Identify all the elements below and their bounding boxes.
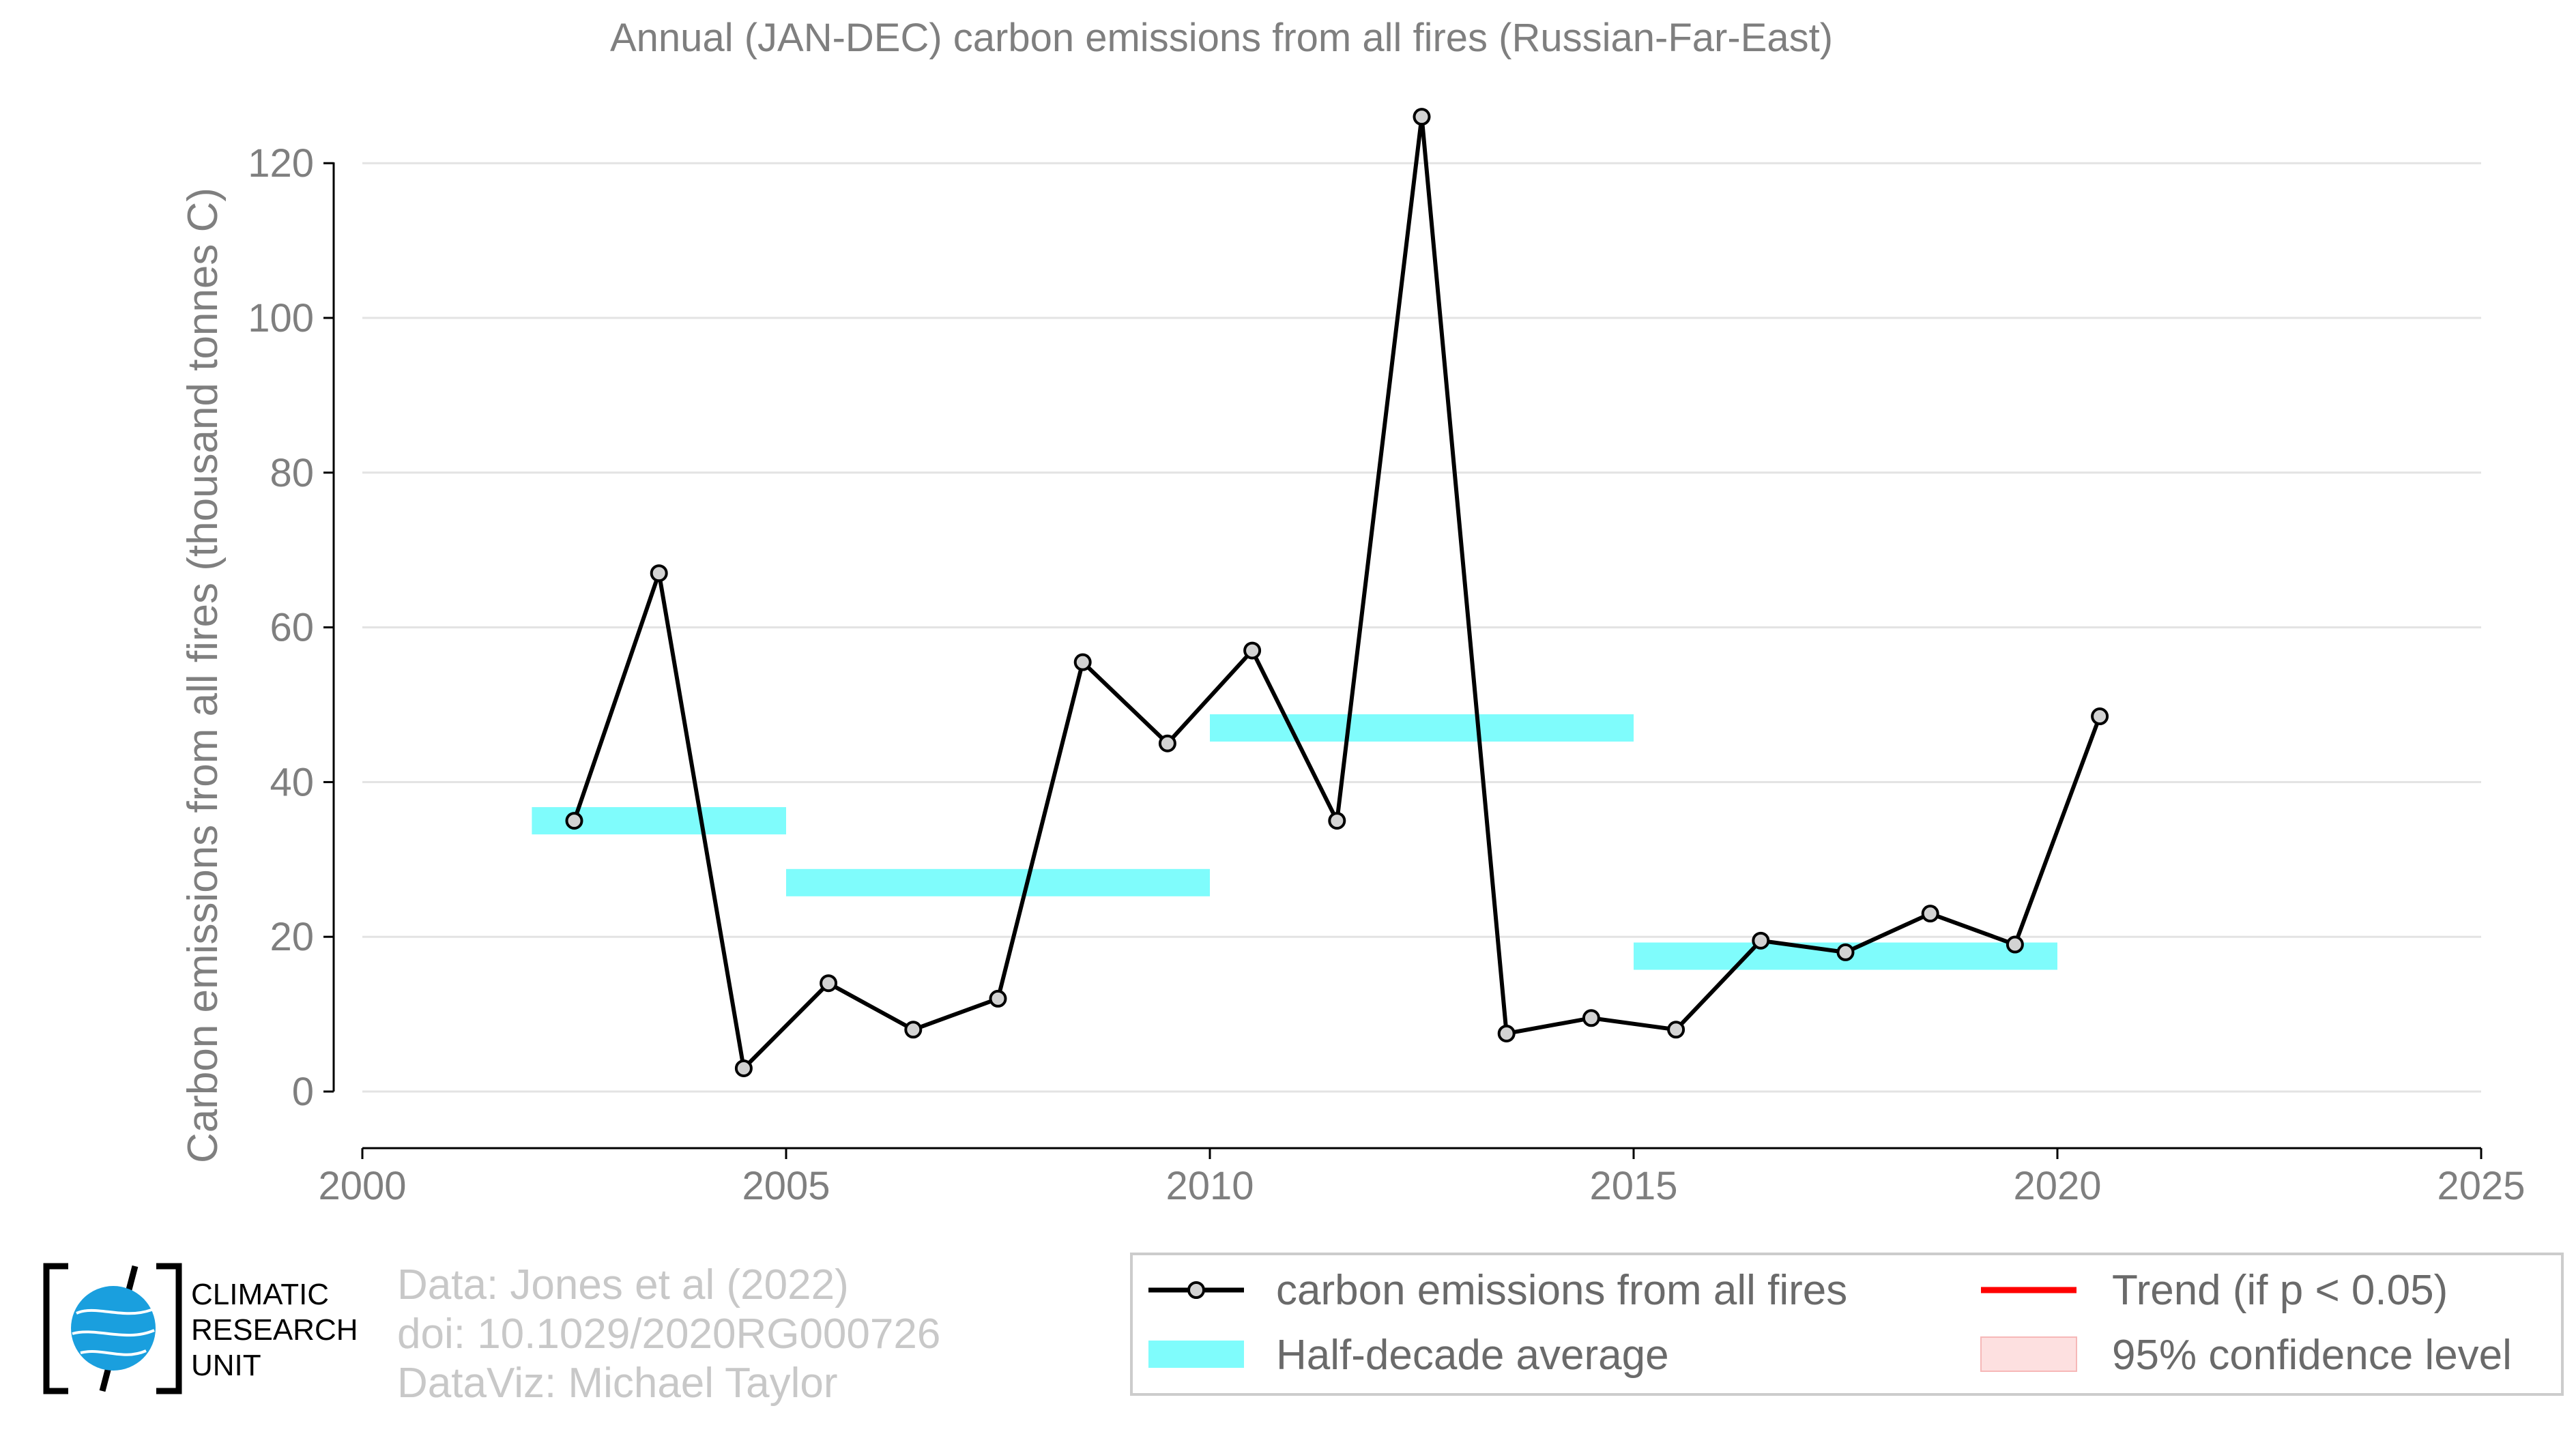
globe-waves xyxy=(72,1308,155,1356)
legend-label-average: Half-decade average xyxy=(1276,1332,1669,1379)
legend-label-confidence: 95% confidence level xyxy=(2112,1332,2512,1379)
x-axis: 2000 2005 2010 2015 2020 2025 xyxy=(318,1147,2526,1208)
x-tick-label: 2020 xyxy=(2013,1164,2101,1208)
x-tick-label: 2000 xyxy=(318,1164,406,1208)
legend: carbon emissions from all fires Trend (i… xyxy=(1130,1253,2564,1396)
data-point xyxy=(904,1021,923,1039)
logo-line-2: RESEARCH xyxy=(191,1313,358,1347)
y-axis: 0 20 40 60 80 100 120 xyxy=(248,141,335,1114)
legend-label-series: carbon emissions from all fires xyxy=(1276,1267,1847,1314)
logo-bracket-right xyxy=(156,1263,182,1394)
y-tick-label: 20 xyxy=(270,915,314,959)
gridlines xyxy=(362,162,2481,1093)
globe-icon xyxy=(71,1286,156,1371)
data-point xyxy=(1243,641,1262,660)
data-point xyxy=(1667,1021,1685,1039)
data-point xyxy=(1497,1024,1516,1042)
x-tick-label: 2015 xyxy=(1589,1164,1677,1208)
legend-marker-swatch xyxy=(1187,1281,1205,1299)
y-tick-label: 100 xyxy=(248,296,314,340)
legend-box xyxy=(1130,1253,2564,1396)
data-point xyxy=(2091,707,2109,726)
data-point xyxy=(1328,812,1346,830)
series-line xyxy=(572,115,2102,1070)
data-point xyxy=(1921,905,1939,923)
half-decade-band xyxy=(786,868,1210,896)
data-point xyxy=(1582,1009,1600,1027)
logo-line-3: UNIT xyxy=(191,1349,261,1382)
data-point xyxy=(1752,931,1770,950)
y-tick-label: 60 xyxy=(270,606,314,650)
data-point xyxy=(820,974,838,993)
chart-title: Annual (JAN-DEC) carbon emissions from a… xyxy=(610,16,1833,60)
data-credits: Data: Jones et al (2022) doi: 10.1029/20… xyxy=(397,1261,940,1407)
credit-data-source: Data: Jones et al (2022) xyxy=(397,1261,849,1308)
data-point xyxy=(565,812,583,830)
data-point xyxy=(650,564,668,583)
credit-dataviz: DataViz: Michael Taylor xyxy=(397,1360,838,1407)
data-point xyxy=(1413,108,1431,126)
data-point xyxy=(2006,935,2024,954)
logo-line-1: CLIMATIC xyxy=(191,1278,329,1311)
y-axis-label: Carbon emissions from all fires (thousan… xyxy=(179,188,227,1163)
emissions-series xyxy=(565,108,2109,1077)
legend-ci-swatch xyxy=(1980,1336,2077,1372)
data-point xyxy=(1073,653,1092,671)
logo-bracket-left xyxy=(43,1263,68,1394)
data-point xyxy=(1158,734,1176,752)
data-point xyxy=(734,1059,753,1077)
legend-label-trend: Trend (if p < 0.05) xyxy=(2112,1267,2448,1314)
x-tick-label: 2025 xyxy=(2437,1164,2525,1208)
data-point xyxy=(1836,943,1855,961)
y-tick-label: 120 xyxy=(248,141,314,186)
data-point xyxy=(989,989,1007,1008)
legend-band-swatch xyxy=(1148,1341,1244,1368)
y-tick-label: 80 xyxy=(270,451,314,495)
credit-doi: doi: 10.1029/2020RG000726 xyxy=(397,1311,940,1358)
x-tick-label: 2010 xyxy=(1166,1164,1254,1208)
x-tick-label: 2005 xyxy=(742,1164,830,1208)
half-decade-band xyxy=(1210,714,1634,742)
y-tick-label: 0 xyxy=(292,1070,314,1114)
cru-logo: CLIMATIC RESEARCH UNIT xyxy=(43,1263,358,1394)
y-tick-label: 40 xyxy=(270,760,314,804)
half-decade-average-bands xyxy=(532,714,2057,970)
